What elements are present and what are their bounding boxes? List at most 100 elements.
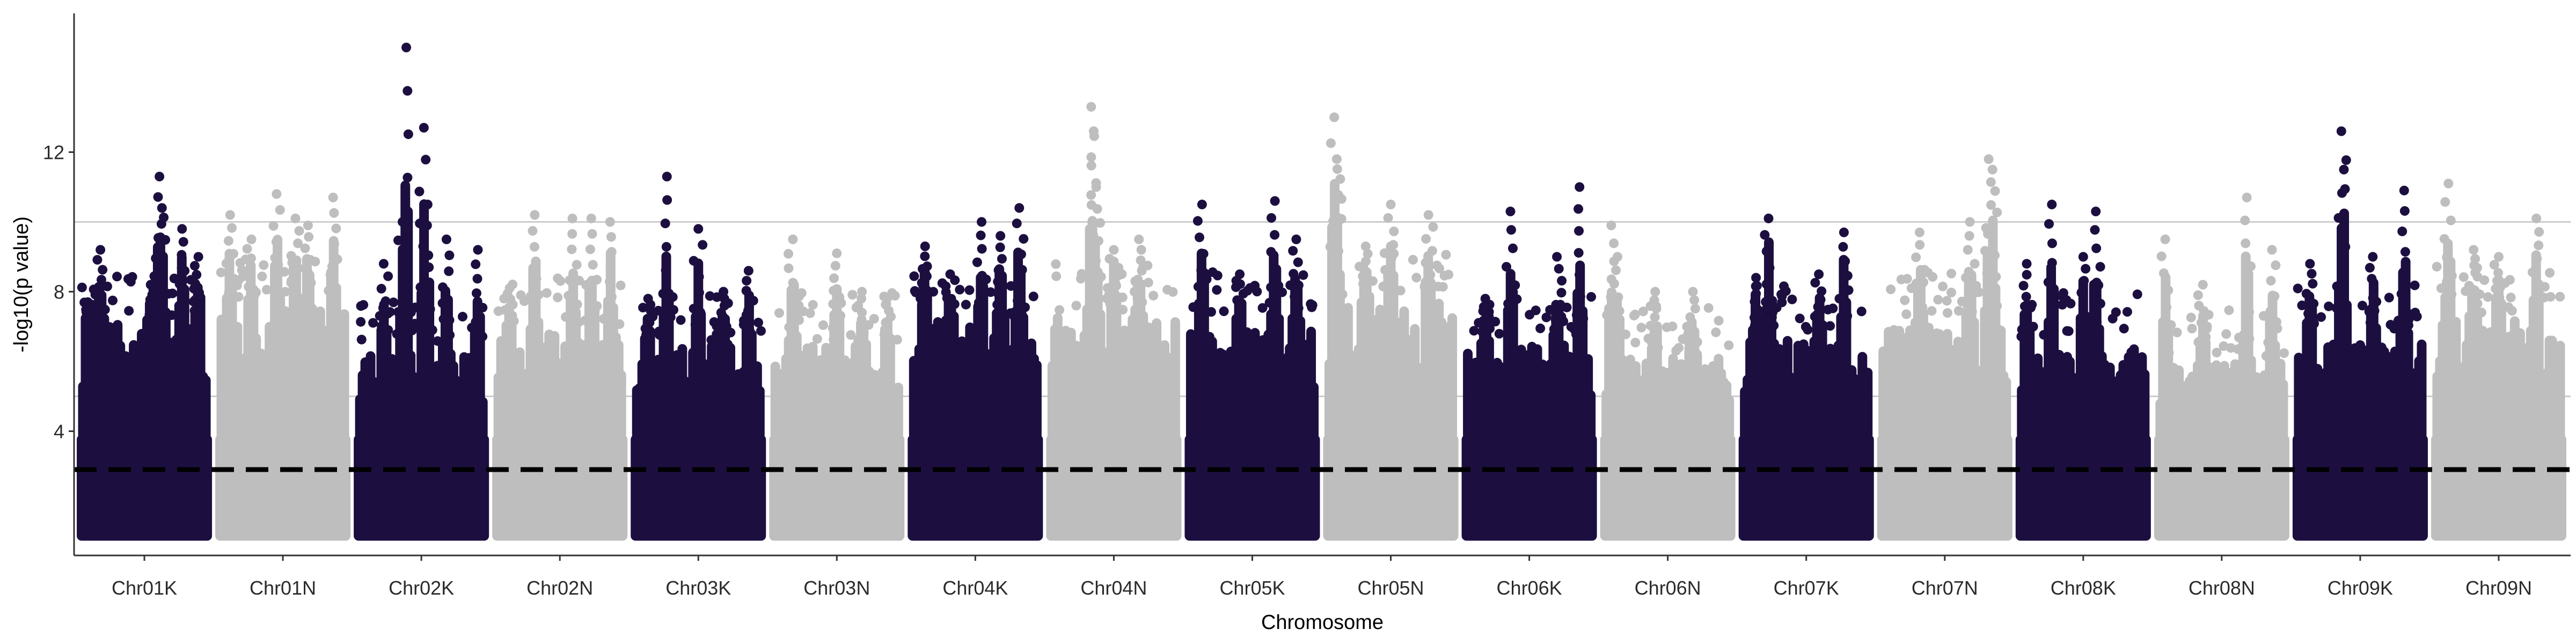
data-point	[224, 288, 234, 298]
data-point	[2532, 254, 2542, 264]
data-point	[1307, 302, 1317, 312]
data-point	[325, 269, 335, 280]
peak-point	[2022, 259, 2032, 269]
peak-point	[662, 172, 672, 181]
y-tick-label: 8	[54, 281, 64, 303]
data-point	[2447, 289, 2457, 299]
data-point	[500, 305, 510, 315]
data-point	[2555, 291, 2565, 302]
data-point	[245, 272, 255, 282]
data-point	[1919, 265, 1929, 275]
data-point	[2076, 288, 2087, 298]
data-point	[302, 266, 312, 276]
data-point	[2493, 268, 2504, 278]
data-point	[2091, 243, 2102, 253]
chromosome-points-Chr01N	[215, 189, 351, 541]
data-point	[423, 250, 434, 260]
data-point	[2410, 308, 2420, 318]
data-point	[2221, 329, 2231, 339]
data-point	[2472, 298, 2483, 309]
data-point	[410, 319, 420, 329]
data-point	[792, 306, 802, 317]
data-point	[1494, 328, 1504, 339]
data-point	[1419, 282, 1430, 292]
data-point	[601, 314, 611, 324]
data-point	[2432, 261, 2442, 272]
data-point	[414, 186, 425, 196]
data-point	[271, 237, 281, 247]
data-point	[1266, 282, 1276, 292]
data-point	[290, 288, 300, 298]
data-point	[1051, 259, 1061, 269]
data-point	[961, 299, 971, 310]
data-point	[1136, 255, 1146, 265]
data-point	[2271, 322, 2281, 332]
data-point	[178, 276, 188, 286]
data-point	[2316, 312, 2326, 322]
data-point	[402, 303, 412, 313]
data-point	[1267, 213, 1277, 223]
data-point	[1629, 311, 1639, 321]
data-point	[2489, 260, 2499, 270]
data-point	[1842, 270, 1853, 281]
data-point	[567, 244, 577, 254]
data-point	[2048, 297, 2058, 307]
data-point	[2440, 301, 2450, 311]
data-point	[1541, 312, 1552, 323]
data-point	[1980, 246, 1990, 256]
data-point	[689, 304, 699, 314]
data-point	[402, 172, 413, 182]
data-point	[237, 265, 247, 275]
peak-point	[1109, 245, 1119, 255]
dense-points-band	[1600, 435, 1736, 541]
data-point	[2469, 290, 2479, 300]
data-point	[1602, 310, 1612, 320]
peak-point	[1650, 287, 1660, 297]
data-point	[574, 275, 584, 286]
data-point	[1586, 292, 1597, 302]
data-point	[977, 270, 987, 281]
points-column	[201, 375, 211, 440]
data-point	[616, 280, 626, 290]
chromosome-points-Chr07K	[1738, 214, 1874, 541]
data-point	[356, 317, 366, 327]
data-point	[604, 276, 614, 287]
data-point	[1761, 279, 1772, 289]
data-point	[2082, 311, 2092, 321]
data-point	[1753, 304, 1763, 314]
data-point	[96, 275, 106, 285]
data-point	[2365, 262, 2375, 273]
data-point	[398, 327, 408, 338]
data-point	[2505, 275, 2515, 285]
data-point	[1610, 305, 1620, 316]
peak-point	[401, 42, 412, 53]
data-point	[1621, 330, 1631, 340]
data-point	[1289, 269, 1299, 279]
data-point	[2368, 284, 2379, 295]
points-column	[616, 370, 626, 440]
data-point	[2200, 311, 2211, 321]
data-point	[1334, 246, 1344, 256]
data-point	[1358, 279, 1368, 289]
data-point	[812, 334, 822, 344]
data-point	[2202, 321, 2212, 332]
data-point	[1609, 238, 1619, 248]
data-point	[921, 271, 932, 281]
data-point	[1506, 225, 1516, 235]
data-point	[1469, 326, 1479, 336]
data-point	[1769, 320, 1779, 331]
data-point	[992, 299, 1002, 310]
x-tick-label: Chr03N	[803, 577, 870, 599]
data-point	[2492, 276, 2502, 286]
data-point	[2398, 308, 2408, 318]
peak-point	[586, 214, 596, 223]
data-point	[1094, 236, 1104, 246]
data-point	[1724, 340, 1734, 350]
points-column	[1586, 390, 1596, 440]
data-point	[1963, 301, 1973, 311]
data-point	[1086, 200, 1096, 210]
data-point	[224, 262, 235, 272]
data-point	[2534, 227, 2544, 237]
data-point	[471, 259, 481, 269]
data-point	[100, 304, 110, 314]
